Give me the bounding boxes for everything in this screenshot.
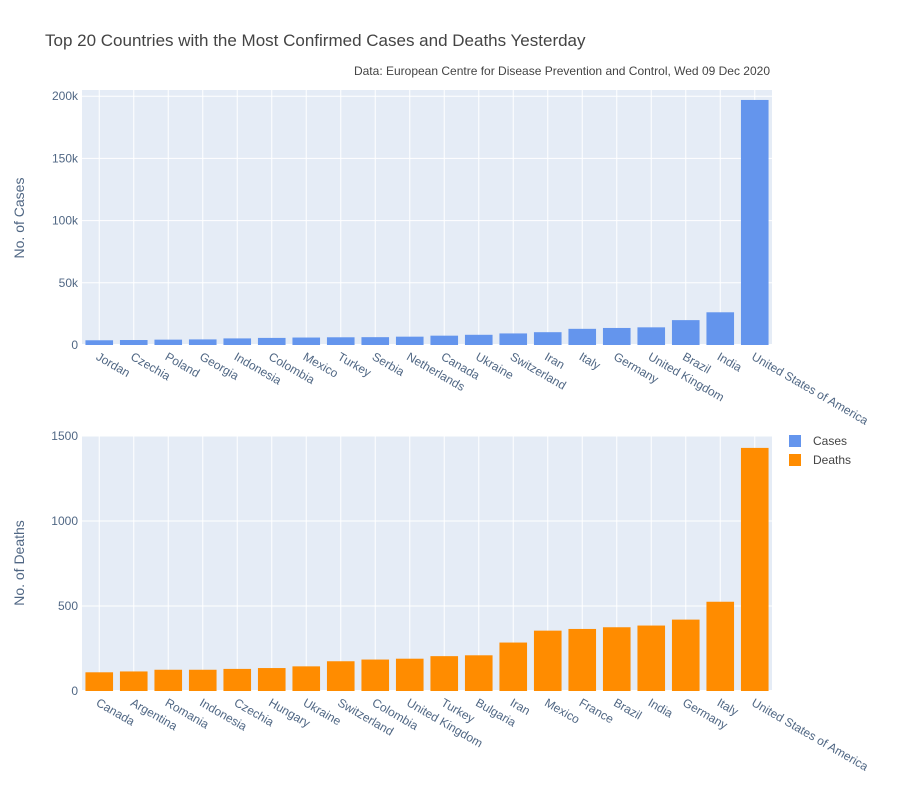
bar-bulgaria[interactable] bbox=[464, 655, 493, 691]
bar-indonesia[interactable] bbox=[188, 669, 217, 691]
x-tick-label: France bbox=[577, 695, 617, 726]
bar-switzerland[interactable] bbox=[499, 333, 528, 345]
bar-iran[interactable] bbox=[499, 642, 528, 691]
bar-italy[interactable] bbox=[568, 328, 597, 345]
bar-brazil[interactable] bbox=[671, 320, 700, 345]
bar-romania[interactable] bbox=[154, 669, 183, 691]
legend: Cases Deaths bbox=[789, 434, 851, 467]
y-tick-label: 1500 bbox=[51, 429, 78, 443]
bar-hungary[interactable] bbox=[257, 668, 286, 691]
bar-turkey[interactable] bbox=[430, 656, 459, 691]
plot-area bbox=[82, 90, 772, 345]
bar-czechia[interactable] bbox=[223, 668, 252, 691]
x-tick-label: United States of America bbox=[749, 695, 871, 773]
bar-france[interactable] bbox=[568, 628, 597, 691]
y-tick-label: 200k bbox=[52, 89, 79, 103]
bar-netherlands[interactable] bbox=[395, 336, 424, 345]
bar-united-states-of-america[interactable] bbox=[740, 447, 769, 691]
bar-brazil[interactable] bbox=[602, 627, 631, 691]
bar-iran[interactable] bbox=[533, 332, 562, 345]
legend-item-deaths[interactable]: Deaths bbox=[789, 453, 851, 467]
y-tick-label: 500 bbox=[58, 599, 78, 613]
y-axis-label: No. of Cases bbox=[11, 178, 27, 259]
bar-india[interactable] bbox=[706, 312, 735, 345]
legend-label: Cases bbox=[813, 434, 847, 448]
bar-united-states-of-america[interactable] bbox=[740, 99, 769, 345]
bar-ukraine[interactable] bbox=[464, 334, 493, 345]
x-tick-label: United States of America bbox=[749, 349, 871, 427]
bar-mexico[interactable] bbox=[533, 630, 562, 691]
bar-turkey[interactable] bbox=[326, 337, 355, 345]
bar-italy[interactable] bbox=[706, 601, 735, 691]
plot-area bbox=[82, 436, 772, 691]
legend-item-cases[interactable]: Cases bbox=[789, 434, 847, 448]
subplot-2: 050010001500CanadaArgentinaRomaniaIndone… bbox=[11, 429, 871, 774]
bar-colombia[interactable] bbox=[257, 337, 286, 345]
chart-title: Top 20 Countries with the Most Confirmed… bbox=[45, 31, 586, 50]
y-tick-label: 100k bbox=[52, 214, 79, 228]
bar-serbia[interactable] bbox=[361, 337, 390, 345]
bar-indonesia[interactable] bbox=[223, 338, 252, 345]
bar-argentina[interactable] bbox=[119, 671, 148, 691]
bar-united-kingdom[interactable] bbox=[637, 327, 666, 345]
x-tick-label: Ukraine bbox=[473, 349, 516, 382]
x-tick-label: Canada bbox=[94, 695, 138, 728]
subplot-1: 050k100k150k200kJordanCzechiaPolandGeorg… bbox=[11, 89, 871, 428]
chart-subtitle: Data: European Centre for Disease Preven… bbox=[354, 64, 770, 78]
bar-czechia[interactable] bbox=[119, 340, 148, 345]
y-tick-label: 0 bbox=[71, 684, 78, 698]
bar-germany[interactable] bbox=[671, 619, 700, 691]
bar-switzerland[interactable] bbox=[326, 661, 355, 691]
bar-canada[interactable] bbox=[430, 335, 459, 345]
x-tick-label: India bbox=[646, 695, 676, 720]
x-tick-label: Jordan bbox=[94, 349, 133, 379]
bar-poland[interactable] bbox=[154, 339, 183, 345]
bar-colombia[interactable] bbox=[361, 659, 390, 691]
x-tick-label: India bbox=[715, 349, 745, 374]
x-tick-label: Brazil bbox=[611, 695, 644, 722]
x-tick-label: Serbia bbox=[370, 349, 407, 379]
bar-georgia[interactable] bbox=[188, 339, 217, 345]
y-tick-label: 50k bbox=[59, 276, 79, 290]
y-axis-label: No. of Deaths bbox=[11, 520, 27, 606]
bar-united-kingdom[interactable] bbox=[395, 658, 424, 691]
bar-canada[interactable] bbox=[85, 672, 114, 691]
y-tick-label: 0 bbox=[71, 338, 78, 352]
bar-germany[interactable] bbox=[602, 327, 631, 345]
legend-swatch bbox=[789, 435, 801, 447]
legend-swatch bbox=[789, 454, 801, 466]
bar-jordan[interactable] bbox=[85, 340, 114, 345]
bar-mexico[interactable] bbox=[292, 337, 321, 345]
legend-label: Deaths bbox=[813, 453, 851, 467]
y-tick-label: 150k bbox=[52, 151, 79, 165]
bar-india[interactable] bbox=[637, 625, 666, 691]
x-tick-label: Turkey bbox=[335, 349, 373, 379]
x-tick-label: Italy bbox=[577, 349, 603, 372]
y-tick-label: 1000 bbox=[51, 514, 78, 528]
bar-ukraine[interactable] bbox=[292, 666, 321, 691]
x-tick-label: Mexico bbox=[542, 695, 582, 726]
